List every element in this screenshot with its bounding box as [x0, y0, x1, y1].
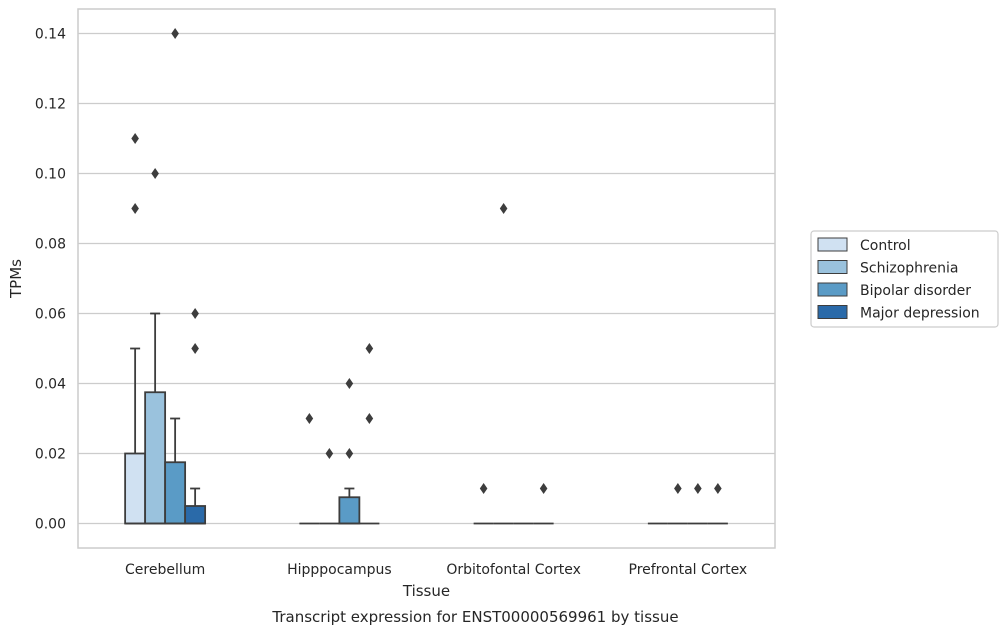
outlier-point [365, 413, 374, 424]
x-tick-label: Hipppocampus [287, 562, 392, 578]
y-tick-label: 0.12 [35, 97, 66, 113]
outlier-point [345, 448, 354, 459]
plot-frame [77, 8, 776, 549]
legend-swatch [817, 305, 848, 319]
x-tick-label: Prefrontal Cortex [629, 562, 748, 578]
y-tick-label: 0.04 [35, 377, 66, 393]
box-control [124, 133, 147, 525]
box-major-depression [359, 343, 380, 525]
x-tick-labels: Cerebellum Hipppocampus Orbitofontal Corte… [125, 562, 747, 578]
x-axis-label: Tissue [402, 582, 450, 600]
legend-frame [810, 230, 999, 328]
outlier-point [151, 168, 159, 179]
y-tick-label: 0.06 [35, 307, 66, 323]
outlier-point [674, 483, 682, 494]
box-schizophrenia [493, 203, 514, 525]
legend-swatch [817, 260, 848, 274]
gridlines [78, 32, 775, 525]
box-bipolar-disorder [164, 28, 187, 525]
outlier-point [539, 483, 548, 494]
legend-label: Bipolar disorder [860, 283, 971, 299]
outlier-point [191, 308, 199, 319]
outlier-point [479, 483, 488, 494]
boxes [124, 28, 728, 525]
chart-caption: Transcript expression for ENST0000056996… [271, 608, 678, 626]
outlier-point [131, 133, 139, 144]
box-schizophrenia [667, 483, 688, 525]
legend-label: Major depression [860, 306, 980, 322]
iqr-box [164, 461, 187, 525]
iqr-box [338, 496, 361, 525]
legend: Control Schizophrenia Bipolar disorder Majo… [810, 230, 999, 328]
box-major-depression [184, 308, 207, 525]
x-tick-label: Orbitofontal Cortex [446, 562, 581, 578]
legend-label: Schizophrenia [860, 261, 958, 277]
legend-label: Control [860, 238, 911, 254]
outlier-point [305, 413, 314, 424]
legend-swatch [817, 282, 848, 297]
box-bipolar-disorder [338, 378, 361, 525]
box-bipolar-disorder [687, 483, 708, 525]
iqr-box [144, 391, 167, 525]
outlier-point [714, 483, 722, 494]
y-tick-label: 0.08 [35, 237, 66, 253]
box-control [473, 483, 494, 525]
outlier-point [171, 28, 179, 39]
outlier-point [191, 343, 199, 354]
box-schizophrenia [144, 168, 167, 525]
x-tick-label: Cerebellum [125, 562, 205, 578]
y-axis-label: TPMs [7, 259, 25, 299]
y-tick-label: 0.02 [35, 447, 66, 463]
outlier-point [365, 343, 374, 354]
iqr-box [124, 452, 147, 525]
y-tick-label: 0.00 [35, 517, 66, 533]
outlier-point [345, 378, 354, 389]
outlier-point [499, 203, 508, 214]
outlier-point [325, 448, 334, 459]
box-major-depression [707, 483, 728, 525]
outlier-point [694, 483, 702, 494]
box-major-depression [533, 483, 554, 525]
legend-swatch [817, 237, 848, 252]
box-schizophrenia [319, 448, 340, 525]
y-tick-labels: 0.00 0.02 0.04 0.06 0.08 0.10 0.12 0.14 [35, 27, 66, 533]
iqr-box [184, 505, 207, 525]
y-tick-label: 0.14 [35, 27, 66, 43]
box-control [299, 413, 320, 525]
y-tick-label: 0.10 [35, 167, 66, 183]
outlier-point [131, 203, 139, 214]
